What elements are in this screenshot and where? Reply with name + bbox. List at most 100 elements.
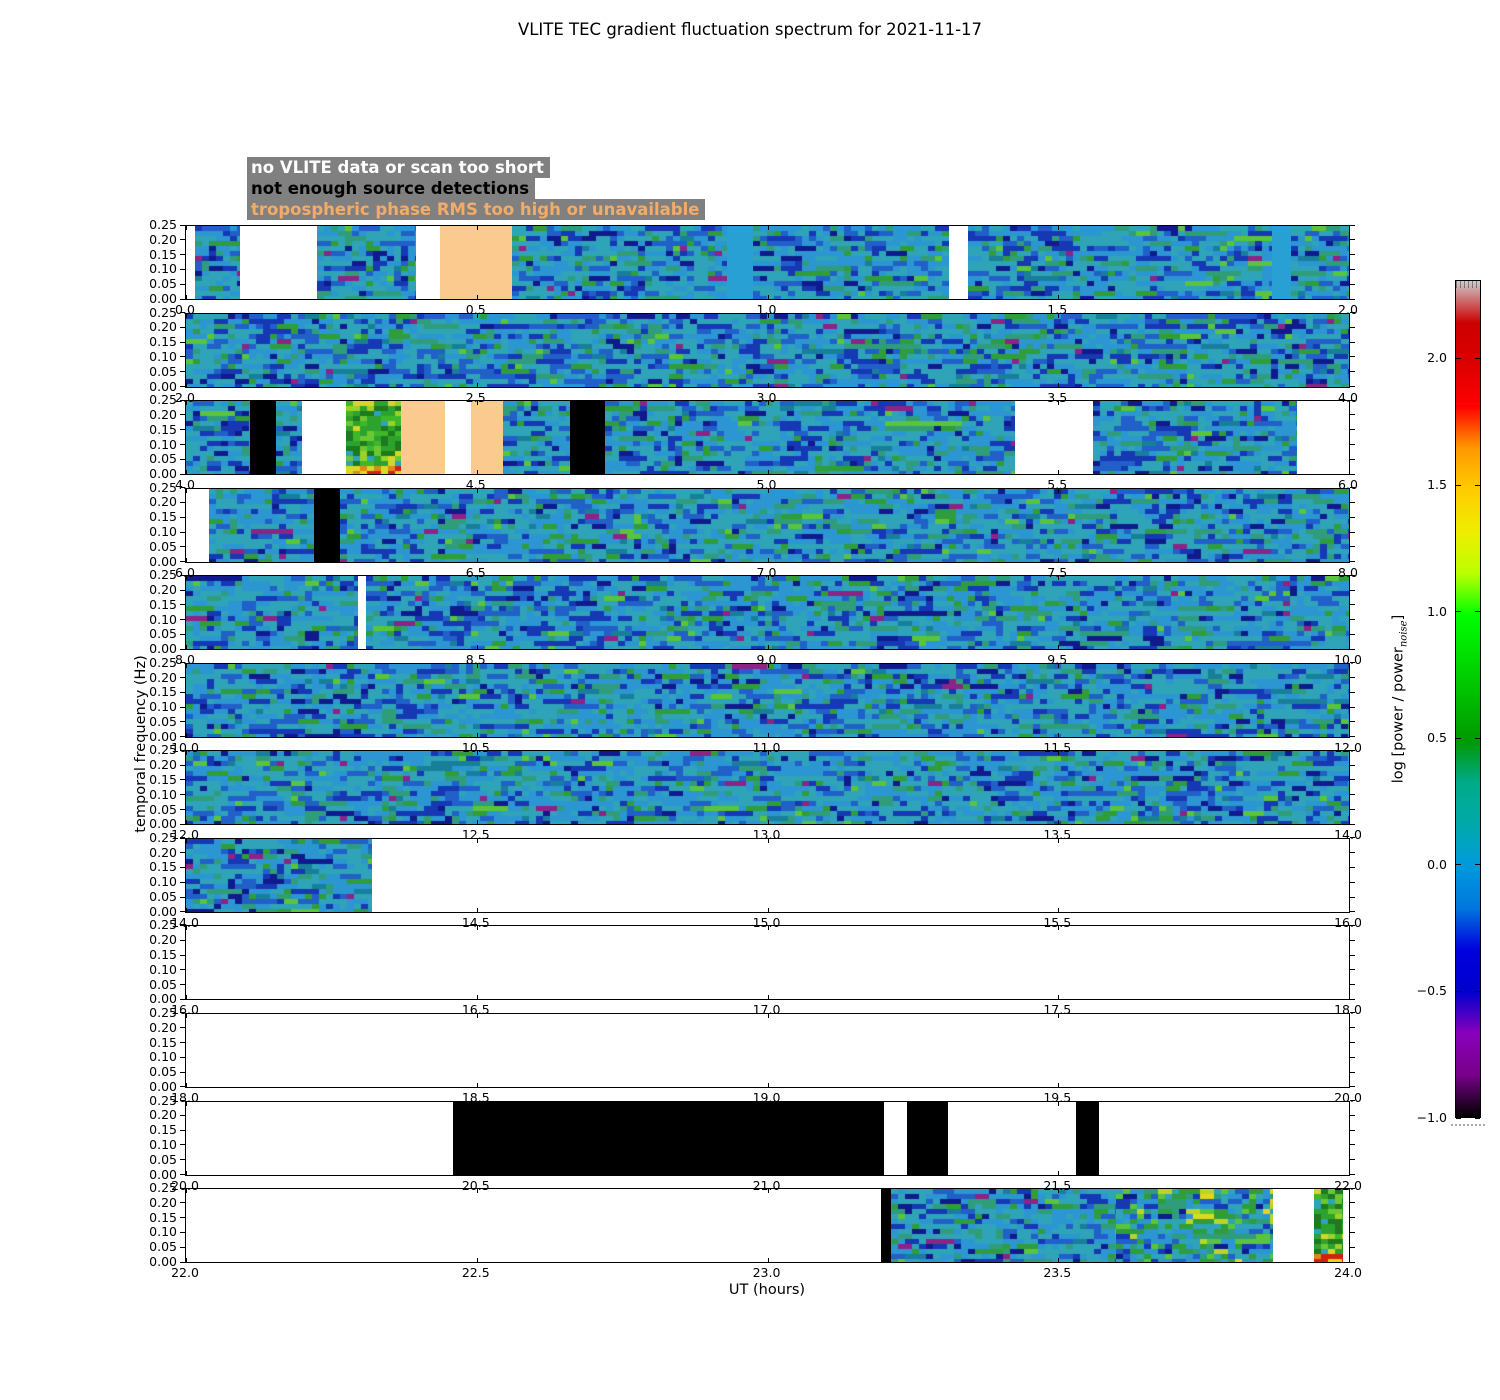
colorbar-bottom-dots (1451, 1122, 1485, 1126)
y-tick-label: 0.25 (149, 742, 177, 758)
y-tick-left (180, 939, 185, 941)
y-tick-left (180, 881, 185, 883)
spectrogram-panel-8 (185, 837, 1350, 913)
legend-tropo-rms: tropospheric phase RMS too high or unava… (247, 199, 706, 220)
y-tick-label: 0.10 (149, 261, 177, 277)
x-tick-top (767, 1101, 769, 1106)
x-tick-label: 8.0 (175, 652, 195, 668)
segment-data (1290, 226, 1349, 299)
y-tick-right (1350, 546, 1355, 548)
x-tick-bottom (476, 295, 478, 299)
y-tick-label: 0.15 (149, 596, 177, 612)
spectrogram-panel-7 (185, 750, 1350, 826)
x-tick-label: 4.0 (175, 477, 195, 493)
y-tick-right (1350, 414, 1355, 416)
x-tick-label: 17.5 (1043, 1002, 1072, 1018)
y-tick-right (1350, 268, 1355, 270)
y-tick-left (180, 604, 185, 606)
x-tick-bottom (767, 1258, 769, 1263)
x-tick-bottom (767, 1082, 769, 1087)
x-tick-top (186, 751, 187, 756)
y-tick-left (180, 866, 185, 868)
y-tick-right (1350, 954, 1355, 956)
y-tick-label: 0.10 (149, 699, 177, 715)
x-tick-label: 6.5 (465, 564, 486, 580)
spectrogram-panel-10 (185, 1012, 1350, 1088)
segment-black (453, 1101, 884, 1175)
y-tick-label: 0.05 (149, 976, 177, 992)
spectrogram-panel-4 (185, 487, 1350, 563)
y-tick-left (180, 326, 185, 328)
y-tick-left (180, 312, 185, 314)
x-tick-label: 23.5 (1043, 1265, 1072, 1281)
x-tick-bottom (186, 295, 187, 299)
x-tick-top (1058, 401, 1060, 406)
y-tick-left (180, 691, 185, 693)
y-tick-right (1350, 998, 1355, 1000)
y-tick-left (180, 1027, 185, 1029)
y-tick-right (1350, 501, 1355, 503)
y-tick-left (180, 341, 185, 343)
segment-data (502, 401, 570, 475)
x-tick-bottom (186, 995, 187, 1000)
y-tick-right (1350, 1231, 1355, 1233)
spectrogram-panel-12 (185, 1188, 1350, 1264)
x-tick-bottom (476, 1258, 478, 1263)
x-tick-label: 22.0 (171, 1265, 199, 1281)
segment-data (366, 576, 1349, 650)
x-tick-bottom (476, 1082, 478, 1087)
y-tick-right (1350, 749, 1355, 751)
x-tick-label: 11.5 (1043, 739, 1072, 755)
y-tick-right (1350, 326, 1355, 328)
y-tick-right (1350, 298, 1355, 300)
y-tick-right (1350, 386, 1355, 388)
y-tick-label: 0.20 (149, 1107, 177, 1123)
x-tick-label: 21.0 (752, 1177, 781, 1193)
y-tick-left (180, 444, 185, 445)
y-tick-right (1350, 458, 1355, 460)
x-tick-bottom (1058, 295, 1060, 299)
y-tick-left (180, 823, 185, 825)
y-tick-label: 0.10 (149, 436, 177, 452)
x-tick-top (767, 838, 769, 843)
y-tick-label: 0.05 (149, 276, 177, 292)
x-tick-label: 7.0 (756, 564, 777, 580)
x-tick-top (476, 926, 478, 931)
y-tick-label: 0.10 (149, 524, 177, 540)
y-tick-label: 0.25 (149, 1004, 177, 1020)
x-tick-top (476, 1101, 478, 1106)
y-tick-right (1350, 721, 1355, 723)
y-tick-label: 0.00 (149, 553, 177, 569)
y-tick-right (1350, 691, 1355, 693)
y-tick-label: 0.00 (149, 816, 177, 832)
y-tick-left (180, 662, 185, 664)
segment-data-hot (1116, 1189, 1274, 1263)
y-tick-left (180, 516, 185, 518)
x-tick-top (1058, 313, 1060, 318)
segment-data (968, 226, 1273, 299)
x-tick-top (1349, 226, 1350, 230)
y-tick-right (1350, 473, 1355, 475)
x-tick-label: 6.0 (175, 564, 195, 580)
colorbar-tick-label: 1.5 (1427, 477, 1447, 493)
y-tick-left (180, 487, 185, 489)
x-tick-top (476, 838, 478, 843)
y-tick-right (1350, 1027, 1355, 1029)
segment-data (276, 401, 303, 475)
y-tick-left (180, 794, 185, 796)
x-tick-top (186, 1013, 187, 1018)
colorbar-tick-label: 0.0 (1427, 856, 1447, 872)
y-tick-label: 0.00 (149, 378, 177, 394)
x-tick-label: 2.5 (465, 389, 486, 405)
x-tick-top (186, 1189, 187, 1194)
y-tick-left (180, 837, 185, 839)
x-tick-bottom (1058, 1170, 1060, 1175)
colorbar-tick-label: −1.0 (1416, 1110, 1447, 1125)
spectrogram-panel-3 (185, 400, 1350, 476)
x-tick-label: 18.0 (1334, 1002, 1362, 1018)
y-tick-right (1350, 809, 1355, 810)
cb-tick-right (1475, 1117, 1480, 1119)
y-tick-label: 0.20 (149, 1194, 177, 1210)
x-tick-bottom (186, 470, 187, 475)
y-tick-label: 0.25 (149, 654, 177, 670)
